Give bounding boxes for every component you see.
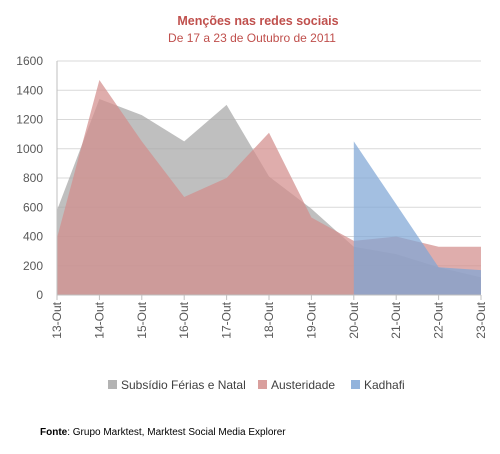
series-areas: [57, 80, 481, 295]
legend-swatch: [258, 380, 267, 389]
x-tick-label: 15-Out: [135, 301, 149, 338]
x-tick-label: 19-Out: [304, 301, 318, 338]
legend: Subsídio Férias e Natal Austeridade Kadhaf…: [108, 378, 405, 392]
x-tick-label: 21-Out: [389, 301, 403, 338]
y-tick-label: 600: [23, 200, 43, 214]
source-note: Fonte: Grupo Marktest, Marktest Social M…: [40, 427, 286, 438]
y-tick-label: 1600: [16, 54, 43, 68]
y-axis-ticks: 0 200 400 600 800 1000 1200 1400 1600: [16, 54, 43, 302]
y-tick-label: 400: [23, 230, 43, 244]
legend-label: Austeridade: [271, 378, 335, 392]
chart-subtitle: De 17 a 23 de Outubro de 2011: [168, 31, 336, 45]
y-tick-label: 1400: [16, 83, 43, 97]
y-tick-label: 0: [36, 288, 43, 302]
x-tick-label: 20-Out: [347, 301, 361, 338]
x-axis-ticks: 13-Out 14-Out 15-Out 16-Out 17-Out 18-Out 19-O…: [50, 301, 488, 338]
x-tick-label: 13-Out: [50, 301, 64, 338]
y-tick-label: 1000: [16, 142, 43, 156]
x-tick-label: 23-Out: [474, 301, 488, 338]
source-label: Fonte: [40, 427, 68, 438]
x-tick-label: 16-Out: [177, 301, 191, 338]
legend-swatch: [351, 380, 360, 389]
x-tick-label: 18-Out: [262, 301, 276, 338]
y-tick-label: 800: [23, 171, 43, 185]
source-text: : Grupo Marktest, Marktest Social Media …: [67, 427, 286, 438]
x-tick-label: 17-Out: [220, 301, 234, 338]
x-tick-label: 22-Out: [432, 301, 446, 338]
legend-label: Kadhafi: [364, 378, 405, 392]
x-tick-label: 14-Out: [92, 301, 106, 338]
y-tick-label: 200: [23, 259, 43, 273]
y-tick-label: 1200: [16, 113, 43, 127]
axes: [56, 61, 482, 300]
legend-swatch: [108, 380, 117, 389]
chart-title: Menções nas redes sociais: [177, 14, 338, 28]
legend-label: Subsídio Férias e Natal: [121, 378, 246, 392]
series-area-kadhafi: [353, 141, 481, 295]
